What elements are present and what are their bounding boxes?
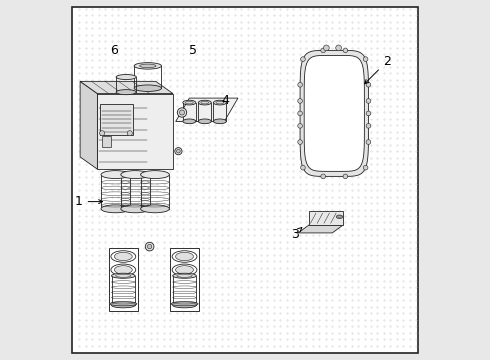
Polygon shape bbox=[309, 211, 343, 225]
Ellipse shape bbox=[183, 100, 196, 105]
Text: 6: 6 bbox=[110, 44, 118, 57]
Circle shape bbox=[298, 82, 302, 87]
Circle shape bbox=[179, 110, 185, 115]
Polygon shape bbox=[298, 225, 343, 233]
Circle shape bbox=[298, 123, 302, 128]
Bar bbox=[100, 104, 133, 135]
Ellipse shape bbox=[121, 205, 149, 213]
Ellipse shape bbox=[116, 90, 136, 95]
Circle shape bbox=[298, 99, 302, 103]
Circle shape bbox=[366, 111, 371, 116]
Ellipse shape bbox=[116, 75, 136, 80]
Polygon shape bbox=[304, 55, 365, 171]
Circle shape bbox=[363, 57, 368, 62]
Ellipse shape bbox=[336, 215, 343, 219]
Ellipse shape bbox=[110, 302, 137, 306]
Polygon shape bbox=[176, 98, 238, 122]
Ellipse shape bbox=[121, 171, 149, 179]
Circle shape bbox=[176, 149, 180, 153]
Text: 4: 4 bbox=[221, 94, 229, 107]
Ellipse shape bbox=[172, 251, 197, 262]
Circle shape bbox=[343, 48, 348, 53]
Text: 2: 2 bbox=[365, 55, 391, 84]
Bar bbox=[102, 136, 111, 147]
Ellipse shape bbox=[101, 205, 130, 213]
Ellipse shape bbox=[112, 303, 135, 308]
Ellipse shape bbox=[141, 205, 170, 213]
Circle shape bbox=[366, 99, 371, 103]
Text: 3: 3 bbox=[291, 228, 302, 240]
Polygon shape bbox=[80, 81, 173, 94]
Ellipse shape bbox=[134, 85, 162, 91]
Ellipse shape bbox=[172, 273, 196, 278]
Circle shape bbox=[147, 244, 152, 249]
Bar bbox=[109, 248, 138, 310]
Ellipse shape bbox=[214, 119, 226, 124]
Ellipse shape bbox=[140, 64, 156, 68]
Circle shape bbox=[177, 108, 187, 117]
Ellipse shape bbox=[198, 119, 211, 124]
Ellipse shape bbox=[175, 266, 194, 274]
Circle shape bbox=[336, 45, 342, 51]
Circle shape bbox=[321, 48, 325, 53]
Ellipse shape bbox=[183, 119, 196, 124]
Ellipse shape bbox=[172, 303, 196, 308]
Circle shape bbox=[323, 45, 329, 51]
Ellipse shape bbox=[171, 302, 198, 306]
Ellipse shape bbox=[172, 264, 197, 276]
Ellipse shape bbox=[134, 63, 162, 69]
Circle shape bbox=[127, 131, 132, 136]
Bar bbox=[98, 94, 173, 169]
Circle shape bbox=[145, 242, 154, 251]
Circle shape bbox=[321, 174, 325, 179]
Circle shape bbox=[363, 165, 368, 170]
Circle shape bbox=[343, 174, 348, 179]
Circle shape bbox=[300, 165, 305, 170]
Circle shape bbox=[366, 140, 371, 144]
Ellipse shape bbox=[141, 171, 170, 179]
Ellipse shape bbox=[101, 171, 130, 179]
Circle shape bbox=[99, 131, 104, 136]
Polygon shape bbox=[300, 50, 368, 176]
Polygon shape bbox=[80, 81, 98, 169]
Ellipse shape bbox=[114, 252, 132, 261]
Ellipse shape bbox=[111, 251, 136, 262]
Bar bbox=[170, 248, 199, 310]
Ellipse shape bbox=[111, 264, 136, 276]
Ellipse shape bbox=[112, 273, 135, 278]
Circle shape bbox=[300, 57, 305, 62]
Circle shape bbox=[175, 148, 182, 155]
Ellipse shape bbox=[338, 216, 342, 218]
Circle shape bbox=[298, 111, 302, 116]
Text: 1: 1 bbox=[75, 195, 102, 208]
Ellipse shape bbox=[175, 252, 194, 261]
Circle shape bbox=[366, 123, 371, 128]
Ellipse shape bbox=[214, 100, 226, 105]
Text: 5: 5 bbox=[189, 44, 197, 57]
Circle shape bbox=[366, 82, 371, 87]
Ellipse shape bbox=[198, 100, 211, 105]
Ellipse shape bbox=[114, 266, 132, 274]
Circle shape bbox=[298, 140, 302, 144]
